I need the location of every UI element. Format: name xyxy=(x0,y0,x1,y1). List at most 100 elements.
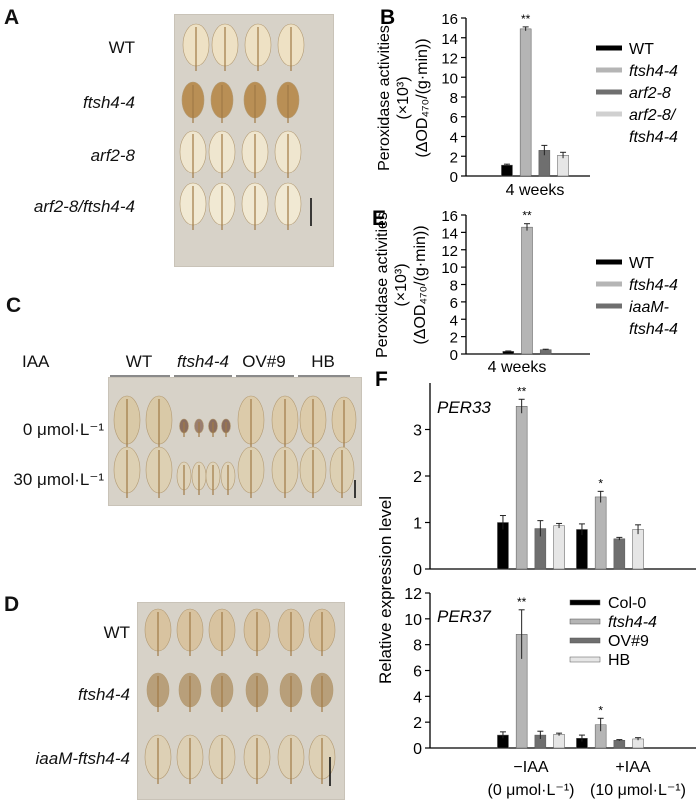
leaf-d-2-5 xyxy=(308,734,336,784)
b-bar-ftsh4-4-0 xyxy=(519,28,532,177)
y-tick-label: 12 xyxy=(441,51,458,68)
y-tick-label: 6 xyxy=(413,664,422,681)
f-legend-swatch-2 xyxy=(569,637,601,644)
y-tick-label: 4 xyxy=(450,130,458,147)
y-tick-label: 16 xyxy=(441,208,458,225)
y-tick-label: 2 xyxy=(413,715,422,732)
leaf-a-1-3 xyxy=(276,81,300,123)
leaf-c-0-7 xyxy=(271,395,299,448)
y-tick-label: 0 xyxy=(450,347,458,364)
leaf-a-0-0 xyxy=(182,23,210,71)
e-legend-label: iaaM- xyxy=(629,299,669,316)
svg-text:(ΔOD₄₇₀/(g·min)): (ΔOD₄₇₀/(g·min)) xyxy=(412,225,429,344)
svg-text:(×10³): (×10³) xyxy=(393,263,410,306)
y-tick-label: 10 xyxy=(441,70,458,87)
b-legend-label: arf2-8 xyxy=(629,85,671,102)
leaf-d-1-2 xyxy=(210,672,234,712)
x-subcategory-f-0: (0 μmol·L⁻¹) xyxy=(488,782,575,799)
leaf-c-1-6 xyxy=(237,446,265,498)
y-tick-label: 12 xyxy=(404,586,422,603)
panel-c-group-hb: HB xyxy=(311,352,335,371)
x-category-b: 4 weeks xyxy=(506,182,565,199)
f37-bar-OV#9-1 xyxy=(613,740,626,749)
leaf-c-0-4 xyxy=(208,418,218,437)
y-tick-label: 1 xyxy=(413,516,422,533)
leaf-d-0-1 xyxy=(176,608,204,656)
panel-letter-b: B xyxy=(380,6,395,29)
f33-bar-HB-1 xyxy=(632,529,644,570)
x-category-f-1: +IAA xyxy=(615,759,650,776)
panel-letter-f: F xyxy=(375,368,388,391)
panel-c-group-ftsh4-4: ftsh4-4 xyxy=(177,352,229,371)
f-legend-swatch-0 xyxy=(569,599,601,606)
leaf-d-1-4 xyxy=(279,672,303,712)
f37-significance: * xyxy=(598,703,603,717)
leaf-d-2-4 xyxy=(277,734,305,784)
leaf-d-1-1 xyxy=(178,672,202,712)
leaf-d-2-1 xyxy=(176,734,204,784)
f-legend-swatch-3 xyxy=(569,656,601,663)
f-legend-swatch-1 xyxy=(569,618,601,625)
panel-d-label-iaam-ftsh4-4: iaaM-ftsh4-4 xyxy=(35,749,130,768)
b-legend-label: arf2-8/ xyxy=(629,107,677,124)
panel-letter-c: C xyxy=(6,294,22,317)
leaf-a-1-2 xyxy=(243,81,267,123)
leaf-a-3-0 xyxy=(179,182,207,230)
leaf-c-0-9 xyxy=(331,396,357,447)
f-legend-label-1: ftsh4-4 xyxy=(608,614,657,631)
leaf-d-0-4 xyxy=(277,608,305,656)
y-tick-label: 14 xyxy=(441,225,458,242)
f33-bar-ftsh4-4-0 xyxy=(515,406,528,570)
leaf-a-2-3 xyxy=(274,130,302,178)
leaf-d-1-5 xyxy=(310,672,334,712)
panel-a-label-ftsh4-4: ftsh4-4 xyxy=(83,93,135,112)
panel-c-label-0: 0 μmol·L⁻¹ xyxy=(22,420,104,439)
y-tick-label: 2 xyxy=(413,469,422,486)
leaf-c-0-3 xyxy=(194,418,204,437)
f33-bar-HB-0 xyxy=(553,525,565,570)
e-bar-iaaM-ftsh4-4-0 xyxy=(539,349,552,355)
e-legend-label: ftsh4-4 xyxy=(629,321,678,338)
f33-bar-OV#9-1 xyxy=(613,538,626,570)
b-bar-arf2-8/ftsh4-4-0 xyxy=(557,155,569,177)
leaf-c-1-8 xyxy=(299,446,327,498)
leaf-d-2-0 xyxy=(144,734,172,784)
leaf-a-3-3 xyxy=(274,182,302,230)
y-label-f: Relative expression level xyxy=(376,496,395,684)
y-tick-label: 8 xyxy=(413,638,422,655)
f-legend-label-2: OV#9 xyxy=(608,633,649,650)
leaf-c-1-2 xyxy=(176,461,192,495)
leaf-d-0-2 xyxy=(208,608,236,656)
f-legend-label-0: Col-0 xyxy=(608,595,646,612)
x-category-f-0: −IAA xyxy=(513,759,548,776)
f-top-subtitle: PER33 xyxy=(437,398,491,417)
leaf-a-2-0 xyxy=(179,130,207,178)
leaf-c-1-9 xyxy=(329,446,355,498)
panel-c-group-ov9: OV#9 xyxy=(242,352,286,371)
y-tick-label: 6 xyxy=(450,295,458,312)
y-label-b: Peroxidase activities (×10³) (ΔOD₄₇₀/(g·mi… xyxy=(376,25,431,171)
b-significance: ** xyxy=(521,12,531,26)
f33-bar-ftsh4-4-1 xyxy=(594,496,607,570)
f37-significance: ** xyxy=(517,595,527,609)
y-tick-label: 8 xyxy=(450,90,458,107)
panel-a-label-wt: WT xyxy=(108,38,135,57)
leaf-c-0-5 xyxy=(221,418,231,437)
leaf-c-1-5 xyxy=(220,461,236,495)
leaf-a-2-1 xyxy=(208,130,236,178)
leaf-c-1-7 xyxy=(271,446,299,498)
x-subcategory-f-1: (10 μmol·L⁻¹) xyxy=(590,782,686,799)
panel-a-label-arf2-8-ftsh4-4: arf2-8/ftsh4-4 xyxy=(33,197,135,216)
y-tick-label: 2 xyxy=(450,330,458,347)
y-tick-label: 0 xyxy=(413,562,422,579)
leaf-c-0-0 xyxy=(113,395,141,448)
y-tick-label: 4 xyxy=(450,312,458,329)
y-tick-label: 14 xyxy=(441,31,458,48)
panel-a-label-arf2-8: arf2-8 xyxy=(90,146,135,165)
leaf-a-0-1 xyxy=(211,23,239,71)
y-tick-label: 0 xyxy=(413,741,422,758)
panel-d-label-wt: WT xyxy=(103,623,130,642)
